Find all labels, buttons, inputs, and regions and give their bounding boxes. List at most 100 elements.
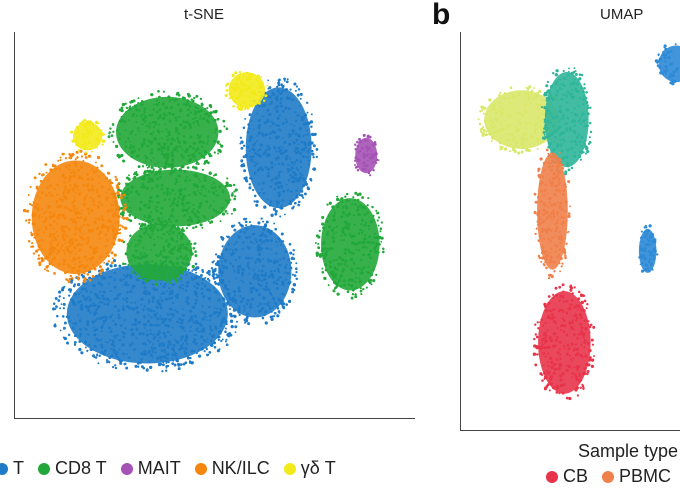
scatter-point	[553, 362, 557, 366]
scatter-point	[566, 370, 569, 372]
scatter-point	[205, 200, 209, 203]
scatter-point	[263, 314, 266, 317]
scatter-point	[318, 229, 321, 233]
scatter-point	[98, 297, 102, 300]
scatter-point	[261, 316, 265, 320]
scatter-point	[555, 188, 559, 192]
scatter-point	[201, 317, 205, 321]
scatter-point	[63, 181, 66, 184]
scatter-point	[551, 293, 555, 296]
scatter-point	[155, 102, 159, 107]
scatter-point	[77, 273, 81, 276]
scatter-point	[354, 143, 357, 146]
scatter-point	[89, 267, 92, 270]
scatter-point	[40, 174, 44, 177]
scatter-point	[533, 344, 537, 348]
scatter-point	[127, 263, 130, 266]
scatter-point	[131, 270, 135, 274]
scatter-point	[219, 184, 222, 187]
scatter-point	[570, 166, 574, 170]
scatter-point	[545, 84, 549, 88]
scatter-point	[579, 375, 582, 378]
scatter-point	[183, 194, 187, 198]
scatter-point	[63, 321, 67, 325]
scatter-point	[192, 321, 196, 325]
scatter-point	[149, 211, 153, 214]
scatter-point	[224, 93, 228, 97]
scatter-point	[341, 210, 345, 214]
scatter-point	[545, 211, 549, 214]
scatter-point	[209, 204, 212, 207]
scatter-point	[336, 292, 340, 296]
scatter-point	[113, 264, 117, 268]
scatter-point	[140, 185, 144, 189]
scatter-point	[216, 274, 220, 278]
scatter-point	[223, 125, 226, 128]
scatter-point	[173, 363, 177, 367]
scatter-point	[315, 155, 318, 159]
scatter-point	[49, 241, 53, 245]
scatter-point	[83, 298, 87, 302]
scatter-point	[168, 250, 172, 254]
scatter-point	[53, 324, 57, 328]
scatter-point	[548, 273, 552, 277]
scatter-point	[141, 113, 144, 116]
scatter-point	[269, 200, 273, 204]
scatter-point	[351, 269, 354, 273]
scatter-point	[129, 241, 133, 244]
scatter-point	[324, 268, 328, 272]
scatter-point	[88, 279, 92, 282]
scatter-point	[164, 335, 168, 339]
scatter-point	[143, 261, 147, 265]
scatter-point	[162, 270, 166, 273]
scatter-point	[137, 101, 140, 105]
scatter-point	[335, 225, 339, 228]
scatter-point	[314, 242, 317, 244]
scatter-point	[113, 212, 117, 216]
scatter-point	[583, 367, 586, 370]
scatter-point	[105, 359, 109, 362]
scatter-point	[337, 202, 341, 205]
scatter-point	[256, 134, 259, 137]
scatter-point	[120, 118, 124, 122]
scatter-point	[226, 301, 230, 305]
scatter-point	[555, 358, 559, 361]
scatter-point	[174, 338, 177, 342]
scatter-point	[168, 198, 171, 201]
scatter-point	[181, 201, 185, 206]
scatter-point	[182, 120, 186, 123]
scatter-point	[176, 310, 179, 314]
scatter-point	[160, 187, 164, 191]
scatter-point	[569, 94, 573, 97]
legend-marker	[602, 470, 615, 483]
scatter-point	[570, 71, 574, 76]
scatter-point	[179, 326, 183, 329]
scatter-point	[125, 106, 129, 110]
scatter-point	[45, 194, 48, 197]
scatter-point	[253, 194, 257, 198]
scatter-point	[180, 336, 183, 339]
scatter-point	[297, 203, 301, 207]
scatter-point	[568, 306, 572, 310]
scatter-point	[216, 211, 219, 214]
scatter-point	[35, 249, 39, 253]
scatter-point	[547, 364, 550, 368]
scatter-point	[524, 122, 528, 126]
scatter-point	[225, 89, 229, 92]
scatter-point	[492, 126, 496, 129]
scatter-point	[71, 220, 75, 224]
scatter-point	[90, 177, 94, 182]
scatter-point	[124, 102, 127, 105]
scatter-point	[373, 247, 377, 251]
scatter-point	[182, 362, 186, 366]
scatter-point	[328, 265, 332, 269]
scatter-point	[279, 129, 282, 132]
scatter-point	[328, 260, 333, 264]
scatter-point	[306, 133, 310, 136]
scatter-point	[113, 351, 116, 354]
scatter-point	[586, 372, 589, 376]
scatter-point	[118, 348, 121, 351]
scatter-point	[134, 301, 137, 304]
scatter-point	[212, 181, 216, 185]
scatter-point	[364, 164, 367, 167]
